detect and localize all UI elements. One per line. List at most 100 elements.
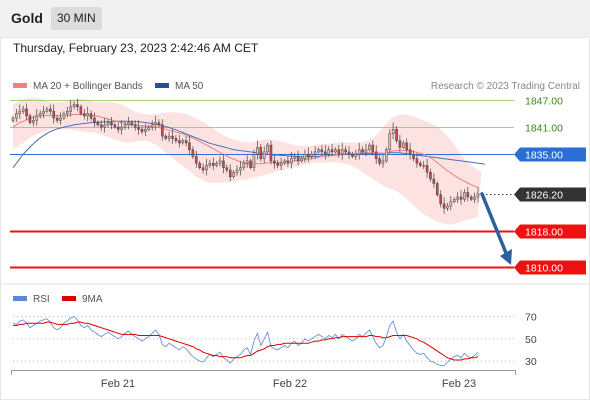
candle bbox=[249, 160, 252, 168]
candle bbox=[157, 122, 161, 126]
rsi-9ma-line bbox=[13, 321, 479, 361]
candle bbox=[323, 151, 327, 155]
candle bbox=[442, 203, 446, 209]
candle bbox=[398, 140, 402, 148]
candle bbox=[32, 120, 35, 123]
level-label-1810.00: 1810.00 bbox=[525, 263, 563, 275]
x-tick-label: Feb 22 bbox=[273, 378, 307, 390]
candle bbox=[154, 122, 157, 126]
candle bbox=[82, 113, 86, 117]
candle bbox=[164, 135, 168, 139]
candle bbox=[388, 133, 392, 150]
candle bbox=[218, 160, 222, 164]
candle bbox=[435, 183, 439, 196]
candle bbox=[269, 144, 273, 162]
candle bbox=[62, 113, 66, 119]
level-label-1841.00: 1841.00 bbox=[525, 123, 563, 135]
price-legend-ma20: MA 20 + Bollinger Bands bbox=[13, 81, 143, 92]
level-label-1835.00: 1835.00 bbox=[525, 150, 563, 162]
candle bbox=[137, 126, 140, 130]
candle bbox=[429, 171, 432, 180]
candle bbox=[106, 122, 110, 126]
ma50-legend-label: MA 50 bbox=[175, 81, 204, 92]
candle bbox=[405, 142, 409, 150]
candle bbox=[371, 144, 375, 153]
rsi-swatch bbox=[13, 295, 27, 301]
candle bbox=[86, 113, 89, 117]
candle bbox=[391, 129, 395, 135]
rsi-legend-9ma: 9MA bbox=[62, 294, 103, 305]
candle bbox=[242, 162, 246, 168]
candle bbox=[306, 153, 310, 157]
candle bbox=[317, 149, 320, 153]
level-tag-1826.20 bbox=[514, 187, 586, 202]
candle bbox=[354, 153, 358, 157]
candle bbox=[123, 124, 127, 128]
candle bbox=[300, 158, 303, 162]
candle bbox=[283, 160, 286, 164]
candle bbox=[446, 205, 449, 209]
candle bbox=[76, 104, 79, 108]
candle bbox=[327, 149, 330, 155]
candle bbox=[408, 149, 412, 155]
candle bbox=[232, 171, 235, 177]
candle bbox=[144, 129, 147, 132]
candle bbox=[439, 194, 442, 205]
candle bbox=[167, 135, 171, 139]
candle bbox=[133, 124, 137, 128]
credit-text: Research © 2023 Trading Central bbox=[430, 81, 580, 92]
rsi-tick-label: 30 bbox=[525, 356, 537, 368]
header-bar: Gold 30 MIN bbox=[0, 0, 590, 38]
candle bbox=[99, 124, 103, 128]
level-tag-1810.00 bbox=[514, 260, 586, 275]
candle bbox=[18, 111, 22, 114]
level-label-1826.20: 1826.20 bbox=[525, 190, 563, 202]
candle bbox=[276, 162, 280, 166]
ma9-legend-label: 9MA bbox=[82, 294, 103, 305]
candle bbox=[364, 149, 368, 153]
candle bbox=[303, 153, 307, 159]
candle bbox=[215, 162, 218, 166]
candle bbox=[93, 117, 96, 123]
candle bbox=[351, 153, 354, 157]
timeframe-button[interactable]: 30 MIN bbox=[51, 7, 102, 30]
candle bbox=[452, 199, 456, 202]
candle bbox=[79, 106, 83, 114]
candle bbox=[290, 158, 293, 164]
candle bbox=[340, 149, 344, 155]
candle bbox=[252, 153, 256, 168]
candle bbox=[147, 126, 151, 130]
level-label-1847.00: 1847.00 bbox=[525, 96, 563, 108]
candle bbox=[38, 113, 42, 117]
candle bbox=[66, 111, 69, 114]
candle bbox=[42, 111, 45, 114]
candle bbox=[113, 124, 117, 128]
ma20-swatch bbox=[13, 82, 27, 88]
candle bbox=[449, 201, 453, 207]
candle bbox=[262, 151, 266, 159]
candle bbox=[127, 122, 130, 126]
level-tag-1818.00 bbox=[514, 224, 586, 239]
candle bbox=[211, 162, 215, 166]
candle bbox=[161, 124, 164, 137]
candle bbox=[25, 108, 28, 117]
candle bbox=[28, 115, 32, 123]
candle bbox=[205, 165, 208, 171]
candle bbox=[103, 124, 106, 128]
candle bbox=[130, 122, 134, 126]
candle bbox=[347, 151, 351, 155]
x-tick-label: Feb 21 bbox=[101, 378, 135, 390]
candle bbox=[96, 122, 100, 126]
candle bbox=[55, 117, 59, 121]
candle bbox=[418, 162, 422, 166]
candle bbox=[320, 149, 324, 153]
chart-border bbox=[0, 37, 590, 400]
candle bbox=[174, 138, 178, 141]
candle bbox=[222, 160, 225, 168]
candle bbox=[357, 149, 361, 155]
forecast-arrow-head bbox=[500, 248, 512, 265]
candle bbox=[178, 140, 181, 144]
candle bbox=[228, 169, 232, 178]
candle bbox=[344, 149, 347, 153]
